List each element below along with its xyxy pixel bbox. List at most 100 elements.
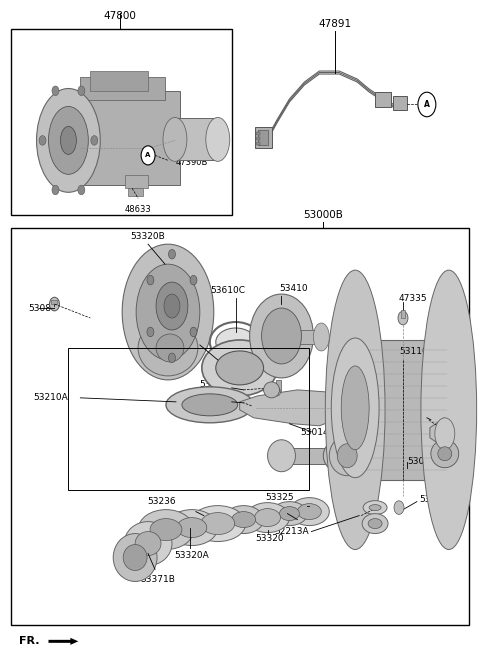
Text: 47390B: 47390B [176,158,208,167]
Ellipse shape [206,117,230,161]
Ellipse shape [156,282,188,330]
Bar [393,96,407,110]
Ellipse shape [325,270,385,550]
Bar [258,131,267,146]
Ellipse shape [313,323,329,351]
Circle shape [190,276,197,285]
Ellipse shape [164,294,180,318]
Polygon shape [430,418,444,448]
Ellipse shape [190,506,246,542]
Bar [254,127,272,148]
Ellipse shape [122,244,214,380]
Circle shape [418,92,436,117]
Ellipse shape [138,510,194,550]
Bar [281,330,321,344]
Bar [11,228,468,625]
Text: 47800: 47800 [104,10,137,21]
Ellipse shape [113,533,157,581]
Polygon shape [240,390,337,426]
Text: 53064: 53064 [159,340,188,350]
Ellipse shape [264,382,279,398]
Ellipse shape [329,436,365,476]
Circle shape [275,388,280,396]
Ellipse shape [250,294,313,378]
Text: 52213A: 52213A [275,527,310,536]
Ellipse shape [267,440,295,472]
Ellipse shape [279,506,300,521]
Circle shape [78,185,85,195]
Bar [128,188,143,196]
Text: 47358A: 47358A [195,396,230,404]
Text: 53352: 53352 [427,413,456,422]
Text: FR.: FR. [19,636,39,646]
Circle shape [78,86,85,96]
Ellipse shape [60,127,76,154]
Text: 53040A: 53040A [271,516,305,525]
Ellipse shape [36,89,100,192]
Ellipse shape [124,522,172,565]
Bar [256,137,260,140]
Ellipse shape [363,501,387,514]
Text: 53325: 53325 [265,493,294,502]
Ellipse shape [362,514,388,533]
Text: 53320: 53320 [255,533,284,543]
Ellipse shape [216,328,256,356]
Text: A: A [424,100,430,109]
Text: 53215: 53215 [199,380,228,390]
Text: 53014A: 53014A [407,457,442,466]
Bar [69,348,310,489]
Circle shape [141,146,155,165]
Bar [175,119,218,160]
Text: 53210A: 53210A [34,394,69,402]
Text: 53410: 53410 [279,284,308,293]
Circle shape [39,136,46,145]
Ellipse shape [123,544,147,571]
Bar [80,77,165,100]
Text: 53320B: 53320B [131,232,166,241]
Circle shape [147,276,154,285]
Text: 47891: 47891 [319,18,352,29]
Ellipse shape [182,394,238,416]
Circle shape [52,185,59,195]
Ellipse shape [262,308,301,364]
Ellipse shape [48,106,88,174]
Ellipse shape [246,502,289,533]
Ellipse shape [150,519,182,541]
Text: A: A [145,152,151,158]
Ellipse shape [156,334,184,362]
Circle shape [168,353,176,363]
Text: 53110B: 53110B [399,348,434,356]
FancyArrow shape [48,638,78,645]
Text: 53000B: 53000B [303,210,343,220]
Circle shape [91,136,98,145]
Ellipse shape [289,498,329,525]
Ellipse shape [202,340,277,396]
Circle shape [190,327,197,337]
Text: 53320A: 53320A [175,550,209,560]
Ellipse shape [272,502,307,525]
Ellipse shape [135,531,161,556]
Bar [256,142,260,146]
Ellipse shape [138,320,198,376]
Bar [75,91,180,185]
Text: 47335: 47335 [399,294,428,302]
Circle shape [398,311,408,325]
Bar [355,340,449,480]
Ellipse shape [232,512,256,527]
Ellipse shape [201,512,235,535]
Circle shape [52,86,59,96]
Ellipse shape [224,506,264,533]
Bar [11,29,232,215]
Circle shape [394,501,404,514]
Bar [401,310,405,318]
Ellipse shape [431,440,459,468]
Ellipse shape [341,366,369,450]
Text: 53885: 53885 [419,495,448,504]
Ellipse shape [337,443,357,468]
Text: 53371B: 53371B [141,575,176,584]
Ellipse shape [435,418,455,450]
Bar [276,380,281,392]
Text: 53086: 53086 [29,304,57,312]
Bar [51,300,58,304]
Text: 47358A: 47358A [435,438,469,446]
